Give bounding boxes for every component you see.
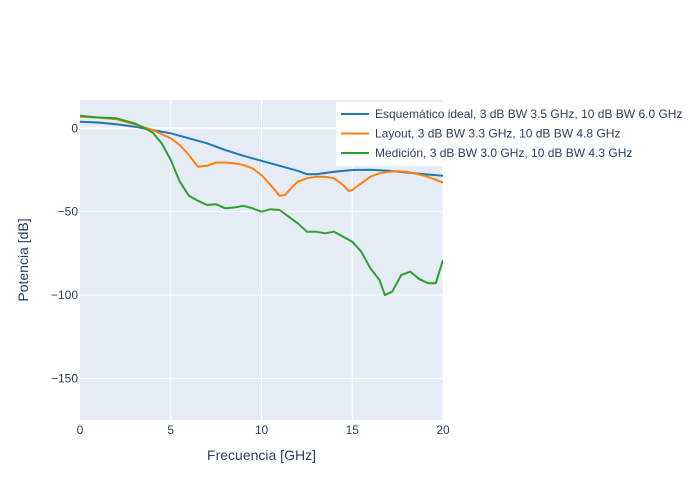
- x-axis-title: Frecuencia [GHz]: [207, 447, 316, 463]
- y-tick-label: −50: [58, 205, 79, 219]
- x-tick-label: 20: [436, 423, 450, 437]
- legend[interactable]: Esquemático ideal, 3 dB BW 3.5 GHz, 10 d…: [336, 102, 686, 166]
- y-tick-label: −150: [51, 371, 78, 385]
- x-tick-label: 0: [77, 423, 84, 437]
- series-line-3: [80, 114, 443, 296]
- series-line-2: [80, 115, 443, 197]
- legend-label: Medición, 3 dB BW 3.0 GHz, 10 dB BW 4.3 …: [375, 146, 632, 160]
- y-tick-label: −100: [51, 288, 78, 302]
- legend-background: [336, 102, 686, 166]
- x-axis-ticks: 0 5 10 15 20: [77, 423, 450, 437]
- x-tick-label: 15: [346, 423, 360, 437]
- y-axis-ticks: 0 −50 −100 −150: [51, 121, 78, 385]
- x-tick-label: 10: [255, 423, 269, 437]
- legend-item-1[interactable]: Esquemático ideal, 3 dB BW 3.5 GHz, 10 d…: [341, 107, 682, 121]
- x-tick-label: 5: [167, 423, 174, 437]
- legend-label: Esquemático ideal, 3 dB BW 3.5 GHz, 10 d…: [375, 107, 682, 121]
- legend-label: Layout, 3 dB BW 3.3 GHz, 10 dB BW 4.8 GH…: [375, 127, 620, 141]
- legend-item-2[interactable]: Layout, 3 dB BW 3.3 GHz, 10 dB BW 4.8 GH…: [341, 127, 620, 141]
- y-axis-title: Potencia [dB]: [15, 218, 31, 301]
- y-tick-label: 0: [71, 121, 78, 135]
- series-line-1: [80, 120, 443, 177]
- series-group: [80, 114, 443, 296]
- legend-item-3[interactable]: Medición, 3 dB BW 3.0 GHz, 10 dB BW 4.3 …: [341, 146, 632, 160]
